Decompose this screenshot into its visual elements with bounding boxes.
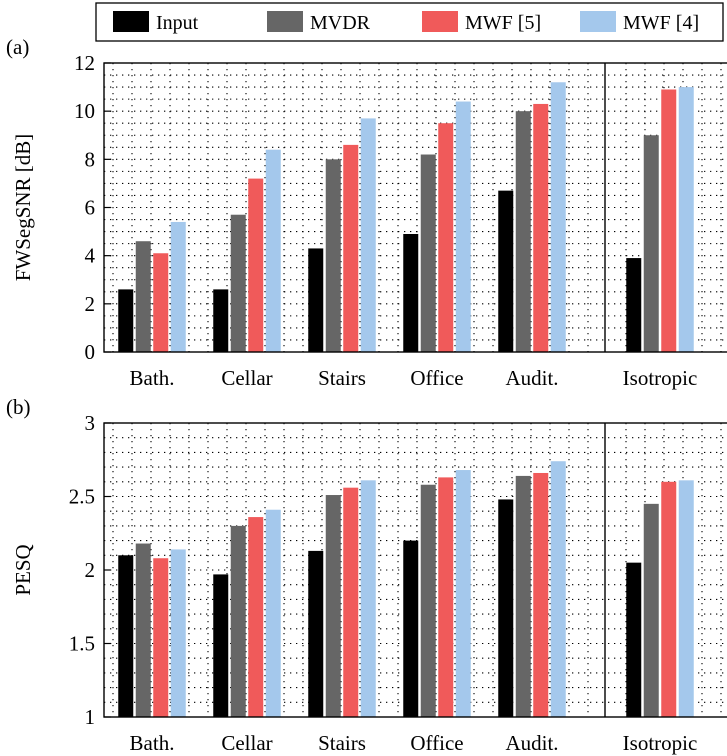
bar-input-audit: [498, 190, 514, 352]
bar-mvdr-audit: [515, 475, 531, 717]
x-tick-label-bath: Bath.: [130, 731, 175, 755]
bar-mvdr-isotropic: [643, 503, 659, 717]
y-tick-label: 3: [85, 411, 96, 435]
bar-mvdr-stairs: [325, 159, 341, 352]
y-axis-label: FWSegSNR [dB]: [11, 134, 35, 282]
bar-mwf-4-stairs: [360, 480, 376, 717]
bar-mwf-5-office: [438, 477, 454, 717]
bar-mwf-5-cellar: [248, 517, 264, 717]
y-tick-label: 2: [85, 558, 96, 582]
bar-input-bath: [118, 555, 134, 717]
bar-mvdr-audit: [515, 111, 531, 353]
legend-swatch-mvdr: [267, 11, 303, 32]
x-tick-label-cellar: Cellar: [221, 366, 272, 390]
legend-label-mvdr: MVDR: [310, 12, 371, 34]
y-tick-label: 8: [85, 147, 96, 171]
bar-mwf-4-office: [455, 101, 471, 353]
bar-mwf-5-audit: [533, 103, 549, 352]
bar-mwf-4-isotropic: [678, 480, 694, 717]
bar-mwf-5-stairs: [343, 487, 359, 717]
bar-mwf-4-stairs: [360, 118, 376, 353]
bar-mwf-4-bath: [170, 221, 186, 352]
bar-input-isotropic: [626, 258, 642, 352]
x-tick-label-office: Office: [410, 366, 463, 390]
legend-swatch-mwf-4: [580, 11, 616, 32]
bar-mwf-5-audit: [533, 472, 549, 717]
bars: [118, 82, 694, 353]
panel-label: (a): [6, 35, 29, 59]
bar-mwf-4-cellar: [265, 509, 281, 717]
bar-input-bath: [118, 289, 134, 352]
x-tick-label-isotropic: Isotropic: [623, 731, 698, 755]
x-tick-label-audit: Audit.: [505, 731, 558, 755]
bar-input-stairs: [308, 550, 324, 717]
bars: [118, 461, 694, 717]
bar-mwf-4-isotropic: [678, 87, 694, 352]
bar-mvdr-cellar: [230, 525, 246, 717]
bar-mwf-4-audit: [550, 461, 566, 717]
legend: Input MVDR MWF [5] MWF [4]: [95, 2, 724, 42]
bar-mwf-5-bath: [153, 558, 169, 717]
legend-label-mwf-5: MWF [5]: [465, 12, 541, 34]
y-tick-label: 1: [85, 705, 96, 729]
bar-mwf-4-audit: [550, 82, 566, 353]
bar-mwf-5-office: [438, 123, 454, 352]
bar-mvdr-stairs: [325, 495, 341, 717]
bar-mwf-4-office: [455, 470, 471, 717]
bar-mvdr-cellar: [230, 214, 246, 352]
legend-label-mwf-4: MWF [4]: [623, 12, 699, 34]
y-tick-label: 6: [85, 196, 96, 220]
x-tick-label-cellar: Cellar: [221, 731, 272, 755]
x-tick-label-bath: Bath.: [130, 366, 175, 390]
legend-label-input: Input: [156, 12, 199, 34]
legend-swatch-input: [113, 11, 149, 32]
bar-mwf-5-bath: [153, 253, 169, 352]
chart-panel-b: 1 1.5 2 2.5 3 Bath. Cellar Stairs Office Audit. Is…: [6, 395, 727, 755]
bar-mwf-4-cellar: [265, 149, 281, 352]
bar-mvdr-office: [420, 154, 436, 352]
bar-mwf-5-stairs: [343, 144, 359, 352]
x-tick-label-audit: Audit.: [505, 366, 558, 390]
legend-swatch-mwf-5: [422, 11, 458, 32]
bar-input-cellar: [213, 289, 229, 352]
bar-input-cellar: [213, 574, 229, 717]
y-tick-label: 12: [74, 51, 95, 75]
panel-label: (b): [6, 395, 31, 419]
grid: [104, 423, 727, 717]
bar-input-isotropic: [626, 562, 642, 717]
y-tick-label: 2.5: [69, 485, 95, 509]
bar-mwf-5-isotropic: [661, 481, 677, 717]
bar-input-stairs: [308, 248, 324, 352]
bar-input-office: [403, 233, 419, 352]
bar-mvdr-office: [420, 484, 436, 717]
bar-mvdr-isotropic: [643, 135, 659, 352]
x-tick-label-office: Office: [410, 731, 463, 755]
y-tick-label: 4: [85, 244, 96, 268]
chart-panel-a: 0 2 4 6 8 10 12 Bath. Cellar Stairs Office Audit. Is…: [6, 35, 727, 390]
bar-input-audit: [498, 499, 514, 717]
bar-mwf-5-isotropic: [661, 89, 677, 352]
x-tick-label-isotropic: Isotropic: [623, 366, 698, 390]
bar-mvdr-bath: [135, 543, 151, 717]
bar-mvdr-bath: [135, 241, 151, 352]
y-tick-label: 0: [85, 340, 96, 364]
x-tick-label-stairs: Stairs: [318, 366, 366, 390]
bar-input-office: [403, 540, 419, 717]
y-tick-label: 2: [85, 292, 96, 316]
bar-mwf-5-cellar: [248, 178, 264, 352]
legend-box: [95, 2, 724, 42]
x-tick-label-stairs: Stairs: [318, 731, 366, 755]
y-tick-label: 1.5: [69, 632, 95, 656]
y-axis-label: PESQ: [11, 544, 35, 595]
y-tick-label: 10: [74, 99, 95, 123]
bar-mwf-4-bath: [170, 549, 186, 717]
